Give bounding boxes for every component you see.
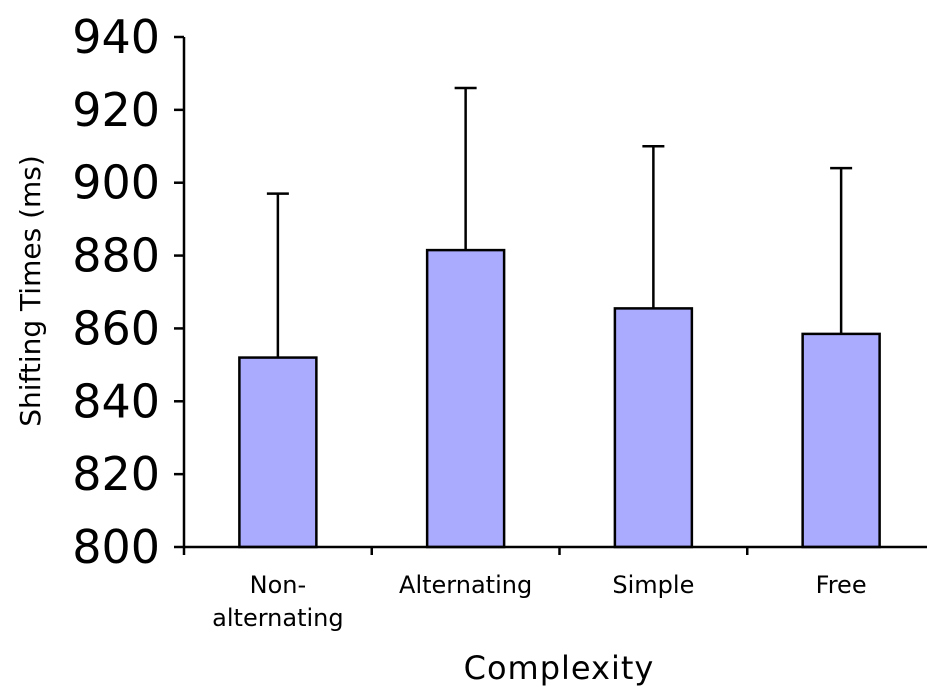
- y-tick-label: 920: [72, 83, 160, 137]
- bar-3: [801, 332, 881, 549]
- y-axis-title: Shifting Times (ms): [14, 155, 47, 427]
- error-bars: [266, 86, 853, 358]
- y-tick-label: 800: [72, 520, 160, 574]
- x-category-label: Simple: [612, 571, 694, 599]
- y-tick-label: 880: [72, 229, 160, 283]
- axes: [174, 35, 927, 555]
- y-tick-label: 840: [72, 374, 160, 428]
- bar-0: [238, 356, 318, 549]
- x-category-label: Non-alternating: [212, 571, 343, 632]
- error-bar-2: [642, 145, 665, 309]
- bars: [238, 248, 881, 549]
- x-category-label: Alternating: [399, 571, 532, 599]
- y-tick-label: 940: [72, 10, 160, 64]
- error-bar-1: [454, 86, 477, 251]
- bar-2: [613, 307, 694, 549]
- x-axis-title: Complexity: [464, 649, 655, 687]
- error-bar-3: [830, 166, 853, 334]
- error-bar-0: [266, 192, 289, 358]
- x-category-labels: Non-alternating Alternating Simple Free: [212, 571, 866, 632]
- y-tick-labels: 800 820 840 860 880 900 920 940: [72, 10, 160, 574]
- y-tick-label: 820: [72, 447, 160, 501]
- y-tick-label: 900: [72, 156, 160, 210]
- y-tick-label: 860: [72, 301, 160, 355]
- bar-1: [425, 248, 506, 549]
- x-category-label: Free: [816, 571, 867, 599]
